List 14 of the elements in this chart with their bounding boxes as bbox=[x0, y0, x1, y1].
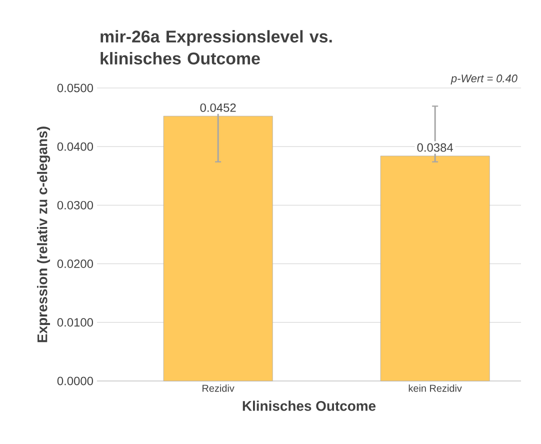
x-tick-label: kein Rezidiv bbox=[408, 384, 462, 392]
y-tick-label: 0.0100 bbox=[57, 318, 94, 327]
y-tick-label: 0.0300 bbox=[57, 200, 94, 210]
x-axis-title: Klinisches Outcome bbox=[242, 400, 376, 411]
x-tick-label: Rezidiv bbox=[202, 384, 234, 392]
y-axis-title: Expression (relativ zu c-elegans) bbox=[37, 126, 50, 342]
y-tick-label: 0.0400 bbox=[57, 142, 94, 151]
y-tick-label: 0.0500 bbox=[57, 84, 94, 92]
text: p-Wert = 0.40 bbox=[450, 74, 518, 84]
data-label: 0.0384 bbox=[417, 143, 453, 152]
y-tick-label: 0.0200 bbox=[57, 260, 94, 268]
chart-title: mir-26a Expressionslevel vs. klinisches Outcome bbox=[100, 30, 332, 64]
y-tick-label: 0.0000 bbox=[57, 376, 94, 386]
data-label: 0.0452 bbox=[200, 103, 236, 112]
